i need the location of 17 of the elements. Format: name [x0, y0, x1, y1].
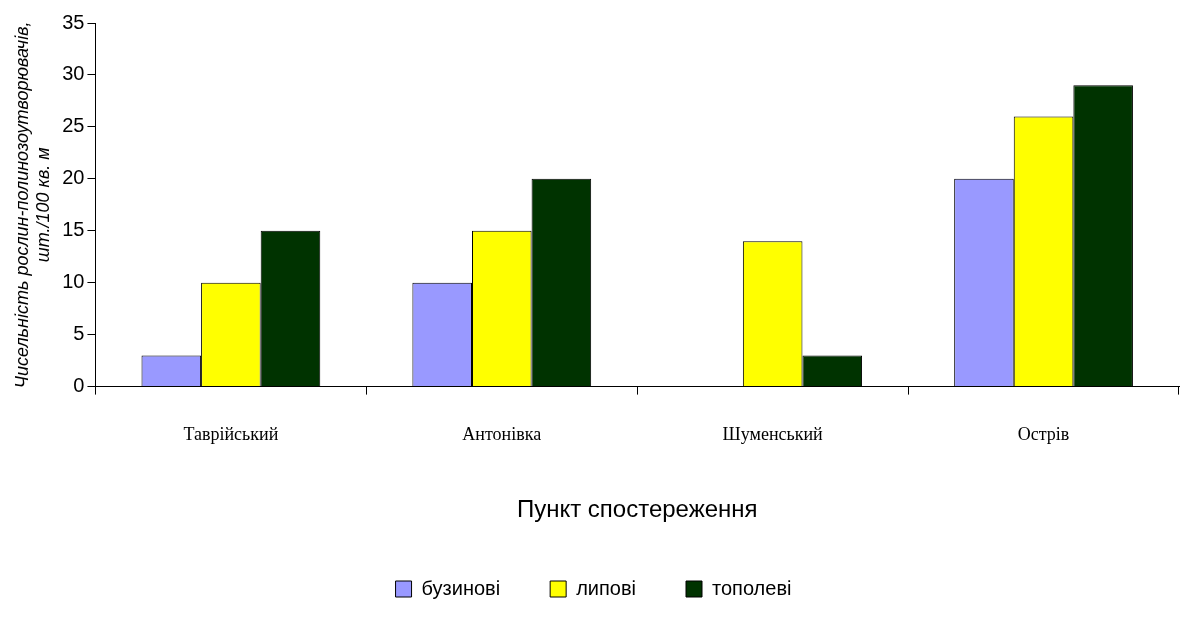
y-tick-label: 15	[62, 218, 85, 241]
x-axis-title: Пункт спостереження	[516, 495, 758, 523]
y-tick-label: 30	[62, 62, 85, 85]
y-tick-label: 35	[62, 10, 85, 33]
x-tick-label: Шуменський	[722, 424, 824, 445]
legend-label: тополеві	[712, 576, 792, 599]
legend-label: бузинові	[421, 576, 501, 599]
y-tick-label: 25	[62, 114, 85, 137]
y-axis-title: Чисельність рослин-полинозоутворювачів, шт./100 кв. м	[11, 21, 54, 389]
y-tick-label: 20	[62, 166, 85, 189]
y-tick-label: 5	[73, 322, 85, 345]
y-tick-label: 0	[73, 374, 85, 397]
x-tick-label: Острів	[1017, 424, 1070, 445]
x-tick-label: Антонівка	[462, 424, 542, 445]
y-tick-label: 10	[62, 270, 85, 293]
legend-label: липові	[576, 576, 637, 599]
x-tick-label: Таврійський	[183, 424, 279, 445]
